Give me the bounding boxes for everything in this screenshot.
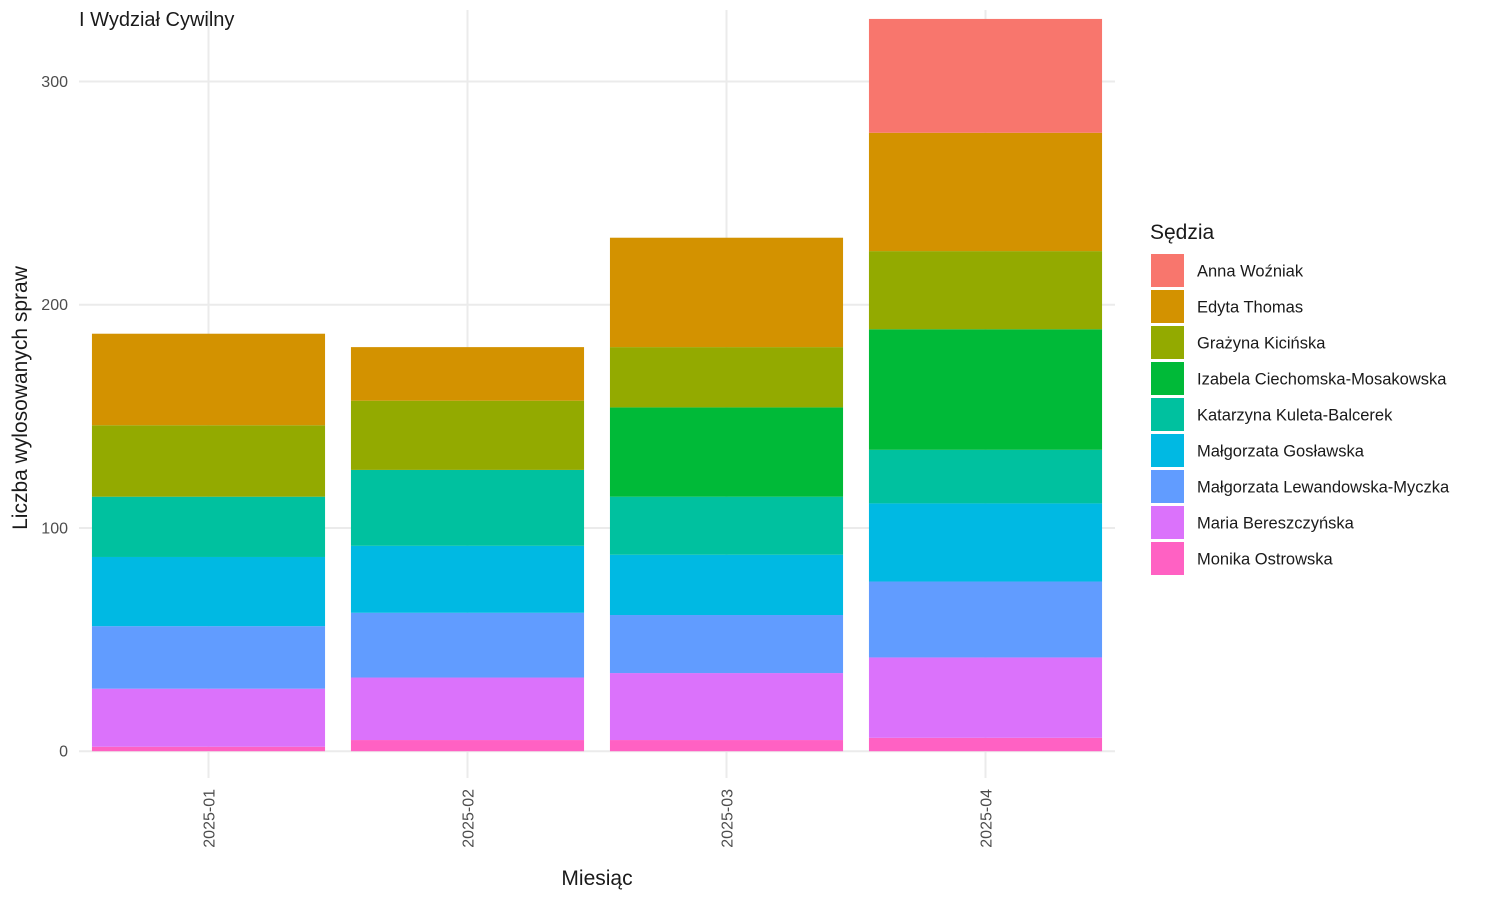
bar-segment bbox=[350, 347, 585, 401]
bar-segment bbox=[350, 469, 585, 546]
x-tick-label: 2025-03 bbox=[720, 789, 737, 848]
bar-segment bbox=[350, 740, 585, 752]
bar-segment bbox=[350, 677, 585, 741]
bar-segment bbox=[91, 688, 326, 747]
legend-key bbox=[1151, 398, 1184, 431]
legend-key bbox=[1151, 434, 1184, 467]
bar-segment bbox=[868, 18, 1103, 133]
legend: Sędzia Anna Woźniak Edyta Thomas Grażyna K… bbox=[1150, 221, 1450, 575]
bar-segment bbox=[91, 556, 326, 627]
legend-key bbox=[1151, 362, 1184, 395]
bar-segment bbox=[350, 545, 585, 613]
y-tick-label: 200 bbox=[41, 297, 68, 314]
legend-label: Edyta Thomas bbox=[1197, 299, 1303, 317]
legend-key bbox=[1151, 290, 1184, 323]
legend-label: Małgorzata Lewandowska-Myczka bbox=[1197, 479, 1450, 497]
bar-segment bbox=[868, 657, 1103, 738]
legend-label: Monika Ostrowska bbox=[1197, 551, 1334, 569]
legend-key bbox=[1151, 326, 1184, 359]
bar-segment bbox=[91, 333, 326, 426]
bar-segment bbox=[609, 496, 844, 555]
bar-segment bbox=[350, 400, 585, 470]
legend-label: Małgorzata Gosławska bbox=[1197, 443, 1365, 461]
bar-segment bbox=[609, 554, 844, 616]
bar-segment bbox=[868, 132, 1103, 252]
legend-label: Grażyna Kicińska bbox=[1197, 335, 1326, 353]
x-tick-label: 2025-02 bbox=[461, 789, 478, 848]
bar-segment bbox=[868, 329, 1103, 450]
bar-segment bbox=[91, 626, 326, 689]
axes-layer: 0 100 200 300 2025-01 2025-02 2025-03 2025-04 bbox=[41, 74, 995, 848]
bar-segment bbox=[868, 581, 1103, 658]
bar-segment bbox=[91, 425, 326, 497]
bar-segment bbox=[609, 740, 844, 752]
bar-segment bbox=[609, 673, 844, 741]
legend-key bbox=[1151, 542, 1184, 575]
x-axis-title: Miesiąc bbox=[561, 867, 632, 890]
y-tick-label: 100 bbox=[41, 520, 68, 537]
legend-label: Izabela Ciechomska-Mosakowska bbox=[1197, 371, 1447, 389]
bar-segment bbox=[609, 347, 844, 408]
bar-segment bbox=[868, 503, 1103, 582]
bar-segment bbox=[609, 407, 844, 497]
bar-segment bbox=[868, 251, 1103, 330]
y-tick-label: 0 bbox=[59, 744, 68, 761]
bar-segment bbox=[609, 237, 844, 348]
bar-segment bbox=[91, 746, 326, 752]
x-tick-label: 2025-04 bbox=[979, 789, 996, 848]
y-tick-label: 300 bbox=[41, 74, 68, 91]
x-tick-label: 2025-01 bbox=[202, 789, 219, 848]
bar-segment bbox=[350, 612, 585, 678]
legend-key bbox=[1151, 470, 1184, 503]
chart-title: I Wydział Cywilny bbox=[79, 9, 234, 31]
legend-title: Sędzia bbox=[1150, 221, 1215, 244]
bars-layer bbox=[91, 18, 1103, 752]
legend-key bbox=[1151, 506, 1184, 539]
bar-segment bbox=[609, 615, 844, 674]
bar-segment bbox=[868, 449, 1103, 504]
bar-segment bbox=[91, 496, 326, 557]
bar-segment bbox=[868, 737, 1103, 752]
legend-key bbox=[1151, 254, 1184, 287]
legend-label: Katarzyna Kuleta-Balcerek bbox=[1197, 407, 1393, 425]
legend-label: Anna Woźniak bbox=[1197, 263, 1304, 281]
legend-label: Maria Bereszczyńska bbox=[1197, 515, 1355, 533]
y-axis-title: Liczba wylosowanych spraw bbox=[9, 265, 32, 530]
